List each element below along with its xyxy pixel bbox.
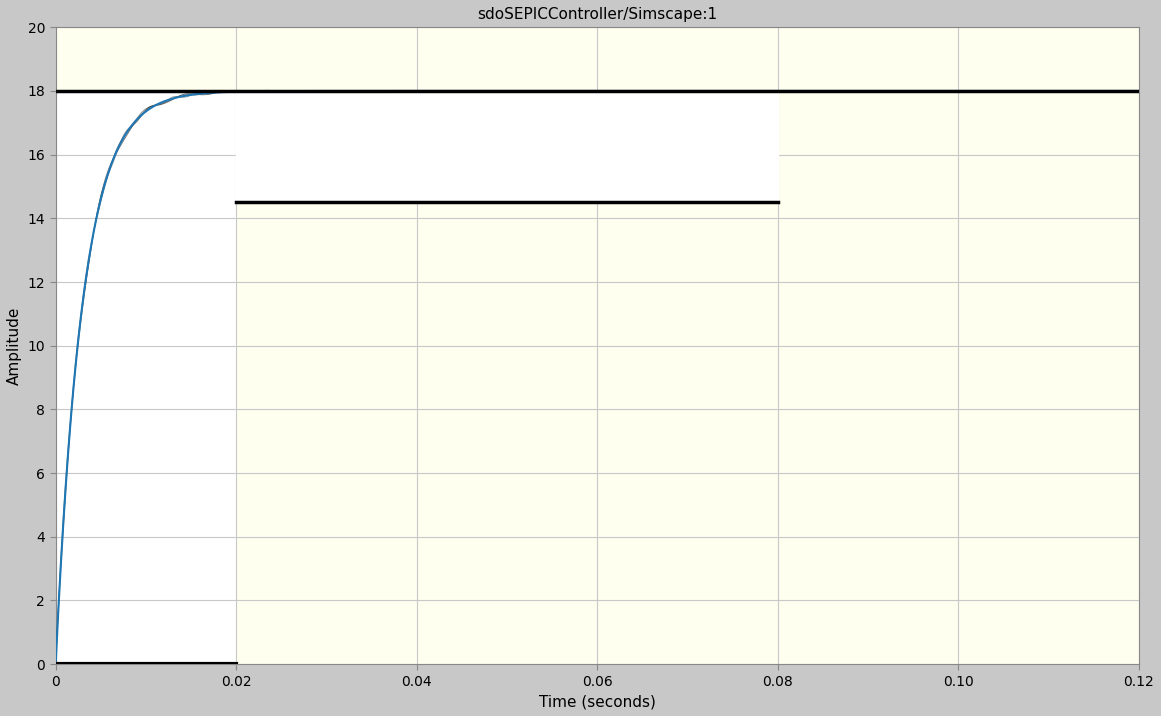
Y-axis label: Amplitude: Amplitude [7, 306, 22, 385]
Title: sdoSEPICController/Simscape:1: sdoSEPICController/Simscape:1 [477, 7, 717, 22]
Bar [56, 27, 1139, 91]
Bar [778, 27, 1139, 664]
Bar [236, 203, 778, 664]
Bar [236, 91, 778, 203]
X-axis label: Time (seconds): Time (seconds) [539, 694, 656, 709]
